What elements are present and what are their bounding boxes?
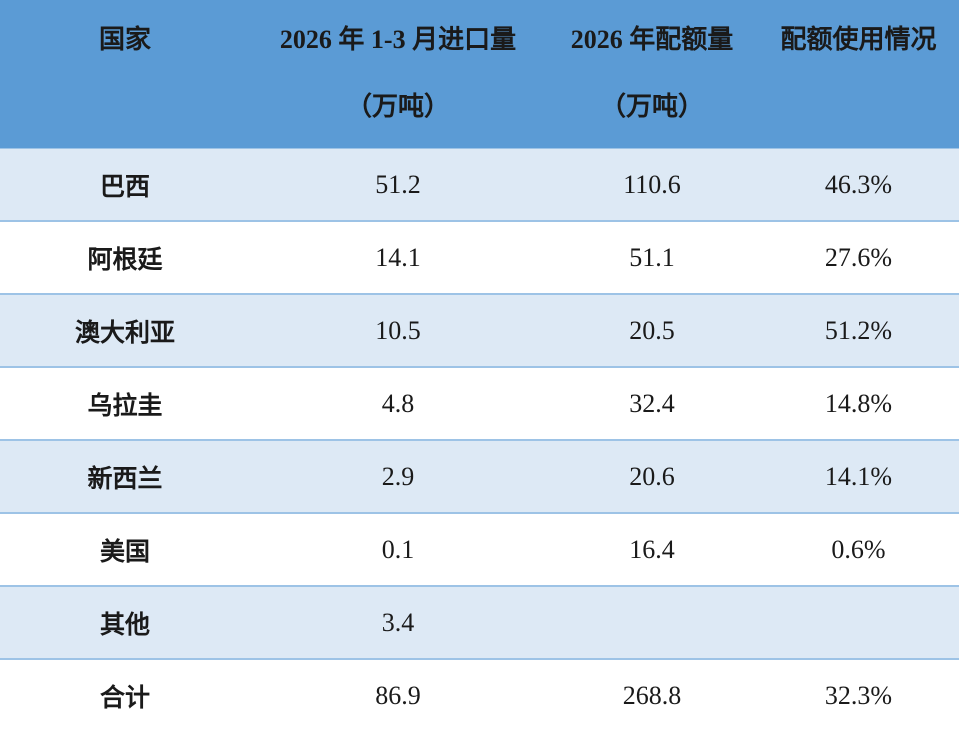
cell-country: 美国 [0,513,250,587]
header-usage: 配额使用情况 [758,0,959,149]
cell-quota: 16.4 [546,513,758,587]
cell-quota: 110.6 [546,148,758,222]
cell-imports: 2.9 [250,440,546,514]
header-quota-label: 2026 年配额量 [570,25,734,54]
cell-usage: 46.3% [758,148,959,222]
table-row: 其他 3.4 [0,586,959,660]
header-country-unit [0,72,250,144]
cell-usage: 32.3% [758,659,959,730]
cell-usage [758,586,959,660]
header-quota: 2026 年配额量 （万吨） [546,0,758,149]
cell-usage: 14.1% [758,440,959,514]
header-imports: 2026 年 1-3 月进口量 （万吨） [250,0,546,149]
table-row: 澳大利亚 10.5 20.5 51.2% [0,294,959,368]
header-quota-unit: （万吨） [599,92,704,121]
table-row: 阿根廷 14.1 51.1 27.6% [0,221,959,295]
cell-imports: 51.2 [250,148,546,222]
cell-country: 澳大利亚 [0,294,250,368]
table-header-row: 国家 2026 年 1-3 月进口量 （万吨） 2026 年配额量 （万吨） 配… [0,0,959,149]
cell-usage: 51.2% [758,294,959,368]
cell-quota: 51.1 [546,221,758,295]
cell-quota [546,586,758,660]
header-imports-label: 2026 年 1-3 月进口量 [279,25,517,54]
cell-usage: 14.8% [758,367,959,441]
cell-country: 合计 [0,659,250,730]
cell-country: 乌拉圭 [0,367,250,441]
cell-quota: 268.8 [546,659,758,730]
header-usage-unit [758,72,959,144]
table-row: 新西兰 2.9 20.6 14.1% [0,440,959,514]
cell-country: 阿根廷 [0,221,250,295]
cell-country: 巴西 [0,148,250,222]
cell-usage: 0.6% [758,513,959,587]
table-row: 美国 0.1 16.4 0.6% [0,513,959,587]
header-usage-label: 配额使用情况 [780,25,937,54]
header-imports-unit: （万吨） [345,92,450,121]
header-country: 国家 [0,0,250,149]
cell-imports: 3.4 [250,586,546,660]
cell-country: 其他 [0,586,250,660]
table-row-total: 合计 86.9 268.8 32.3% [0,659,959,730]
cell-imports: 86.9 [250,659,546,730]
cell-quota: 20.6 [546,440,758,514]
cell-imports: 14.1 [250,221,546,295]
cell-country: 新西兰 [0,440,250,514]
cell-imports: 0.1 [250,513,546,587]
cell-quota: 32.4 [546,367,758,441]
cell-usage: 27.6% [758,221,959,295]
cell-imports: 4.8 [250,367,546,441]
cell-imports: 10.5 [250,294,546,368]
header-country-label: 国家 [98,25,151,54]
cell-quota: 20.5 [546,294,758,368]
table-row: 乌拉圭 4.8 32.4 14.8% [0,367,959,441]
table-row: 巴西 51.2 110.6 46.3% [0,148,959,222]
